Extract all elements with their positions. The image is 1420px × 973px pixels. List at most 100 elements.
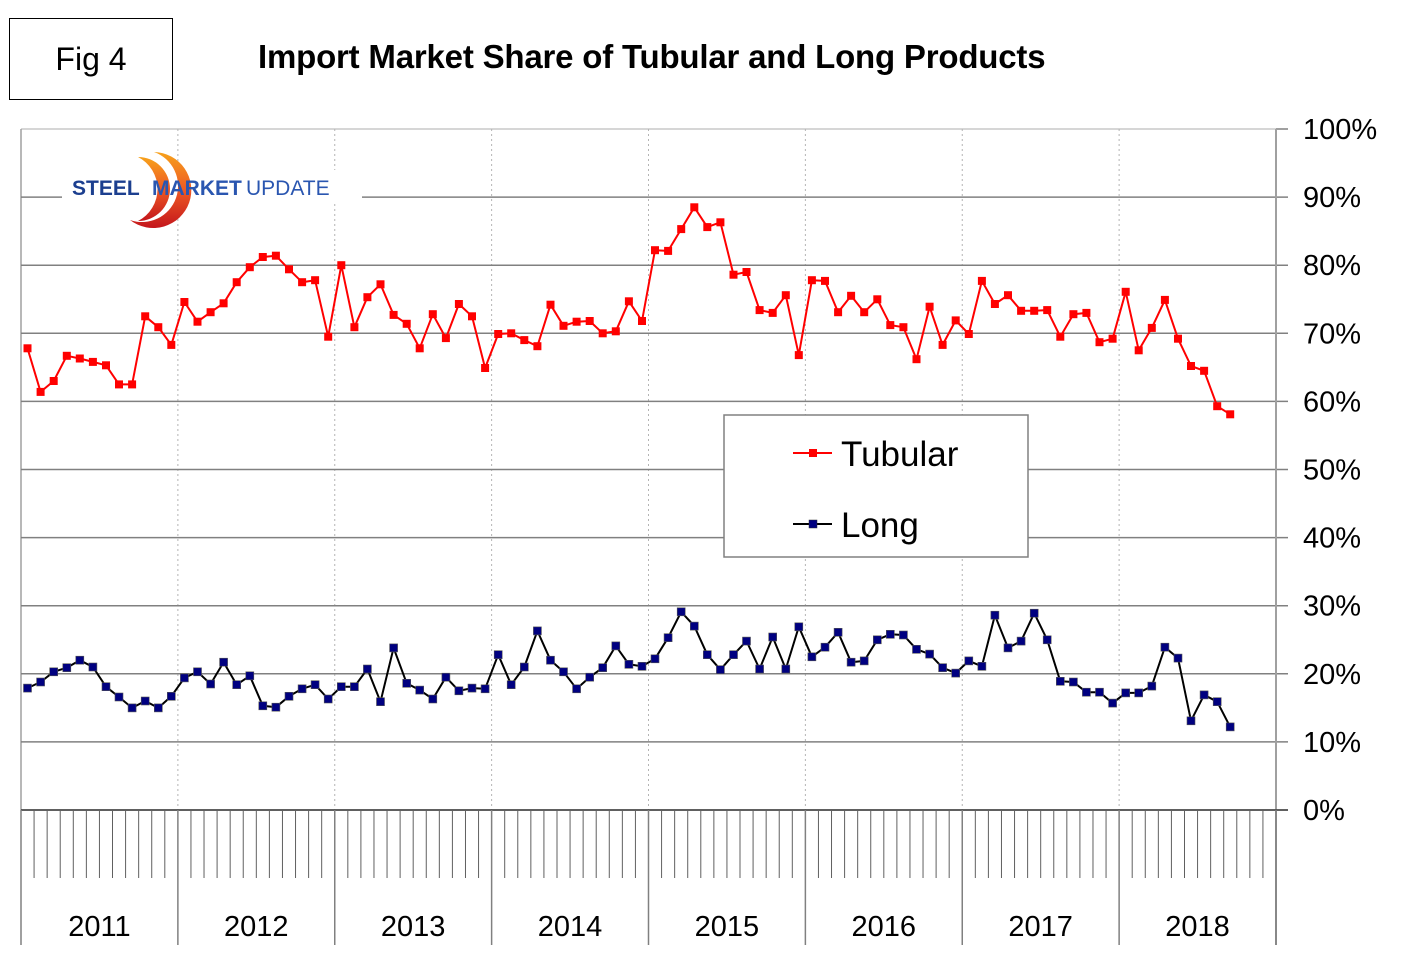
series-line-long — [27, 610, 1232, 728]
data-point-long — [598, 663, 608, 673]
data-point-tubular — [1147, 323, 1156, 332]
steel-market-update-logo: STEEL MARKET UPDATE — [62, 152, 362, 228]
data-point-tubular — [494, 330, 503, 338]
data-point-long — [206, 679, 215, 689]
data-point-tubular — [1121, 287, 1130, 296]
data-point-long — [23, 683, 32, 693]
data-point-tubular — [245, 263, 254, 272]
data-point-tubular — [363, 293, 372, 302]
data-point-long — [872, 635, 882, 645]
data-point-long — [1003, 643, 1013, 653]
data-point-long — [245, 671, 255, 681]
data-point-tubular — [611, 327, 620, 336]
legend-box — [723, 414, 1029, 558]
data-point-long — [1186, 716, 1196, 726]
data-point-tubular — [690, 203, 699, 212]
data-point-long — [167, 691, 176, 701]
data-point-long — [964, 656, 974, 666]
data-point-tubular — [559, 321, 568, 330]
data-point-long — [807, 652, 817, 662]
y-tick-label: 10% — [1303, 727, 1361, 759]
data-point-tubular — [258, 253, 267, 261]
x-year-label: 2016 — [852, 911, 917, 943]
data-point-long — [1095, 687, 1104, 697]
data-point-tubular — [912, 355, 921, 364]
data-point-long — [1147, 681, 1157, 691]
data-point-long — [310, 680, 320, 690]
data-point-long — [716, 665, 725, 675]
data-point-long — [441, 672, 451, 682]
logo-background — [62, 170, 362, 204]
data-point-tubular — [1069, 310, 1078, 319]
data-point-long — [885, 629, 895, 639]
data-point-tubular — [1108, 334, 1117, 343]
data-point-tubular — [481, 364, 490, 372]
x-year-label: 2012 — [224, 911, 289, 943]
y-tick-label: 90% — [1303, 182, 1361, 214]
data-point-long — [193, 667, 202, 677]
data-point-tubular — [36, 387, 45, 396]
y-tick-label: 20% — [1303, 659, 1361, 691]
data-point-tubular — [206, 308, 215, 317]
data-point-long — [663, 633, 673, 643]
figure-label: Fig 4 — [55, 40, 127, 77]
data-point-tubular — [1134, 346, 1143, 355]
data-point-long — [454, 686, 464, 696]
data-point-tubular — [742, 268, 751, 276]
data-point-tubular — [507, 329, 516, 338]
data-point-long — [1212, 697, 1222, 707]
data-point-long — [585, 672, 595, 682]
data-point-tubular — [520, 336, 529, 345]
data-point-long — [428, 694, 438, 704]
data-point-long — [62, 663, 72, 673]
data-point-long — [676, 607, 686, 617]
data-point-long — [376, 697, 385, 707]
data-point-long — [533, 626, 542, 636]
data-point-long — [820, 642, 830, 652]
data-point-tubular — [402, 319, 411, 328]
data-point-long — [1225, 722, 1235, 732]
x-year-label: 2014 — [538, 911, 603, 943]
data-point-tubular — [454, 300, 463, 308]
data-point-tubular — [468, 312, 476, 321]
data-point-tubular — [49, 377, 58, 385]
data-point-tubular — [1213, 402, 1222, 411]
data-point-tubular — [1095, 338, 1104, 347]
data-point-tubular — [546, 300, 555, 309]
data-point-long — [127, 703, 137, 713]
data-point-long — [833, 627, 843, 637]
data-point-long — [363, 664, 372, 674]
y-tick-label: 40% — [1303, 523, 1361, 555]
data-point-long — [611, 641, 621, 651]
data-point-tubular — [441, 334, 450, 343]
data-point-long — [389, 643, 398, 653]
data-point-tubular — [860, 308, 869, 317]
data-point-long — [768, 632, 778, 642]
data-point-tubular — [75, 354, 84, 363]
data-point-tubular — [193, 317, 202, 326]
data-point-long — [49, 667, 59, 677]
y-tick-label: 30% — [1303, 591, 1361, 623]
y-tick-label: 60% — [1303, 386, 1361, 418]
data-point-tubular — [572, 317, 581, 326]
data-point-tubular — [415, 344, 424, 353]
data-point-tubular — [1030, 306, 1039, 315]
data-point-long — [951, 668, 961, 678]
data-point-tubular — [298, 278, 307, 287]
data-point-tubular — [925, 302, 934, 311]
data-point-tubular — [88, 357, 97, 366]
data-point-tubular — [886, 321, 895, 330]
data-point-long — [925, 649, 934, 659]
data-point-tubular — [716, 218, 725, 227]
data-point-long — [1160, 642, 1170, 652]
data-point-long — [506, 680, 516, 690]
data-point-long — [232, 680, 241, 690]
data-point-tubular — [219, 299, 228, 308]
x-year-label: 2018 — [1165, 911, 1230, 943]
data-point-tubular — [128, 380, 137, 389]
data-point-long — [519, 662, 529, 672]
data-point-tubular — [1004, 291, 1012, 300]
data-point-long — [1121, 688, 1130, 698]
logo-swoosh-icon — [130, 152, 192, 228]
